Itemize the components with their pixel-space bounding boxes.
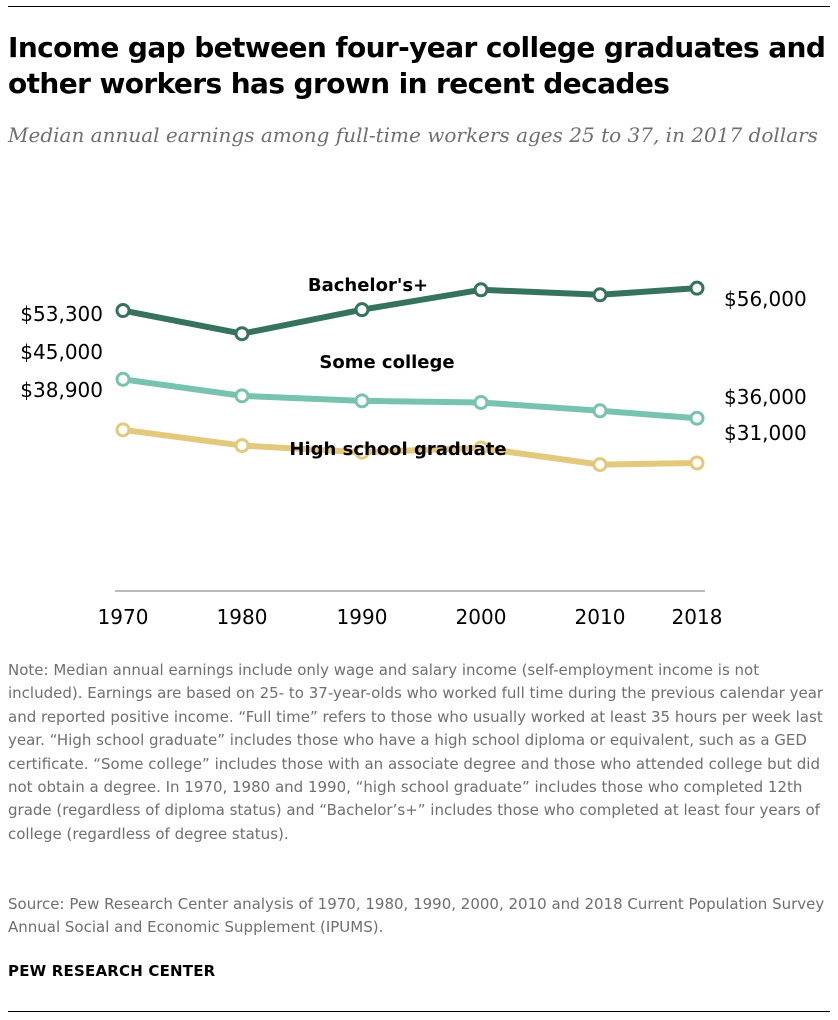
data-point-bachelors xyxy=(592,287,608,303)
x-tick-label: 2018 xyxy=(672,605,723,629)
data-point-high-school xyxy=(473,440,489,456)
data-point-bachelors xyxy=(115,303,131,319)
start-value-label: $38,900 xyxy=(20,378,103,402)
data-point-bachelors xyxy=(354,302,370,318)
data-point-bachelors xyxy=(689,280,705,296)
line-chart: 1970 1980 1990 2000 2010 2018 Bachelor's+ $53,… xyxy=(20,275,807,629)
bottom-rule xyxy=(8,1011,830,1012)
data-point-high-school xyxy=(689,455,705,471)
data-point-high-school xyxy=(115,422,131,438)
x-tick-label: 1980 xyxy=(217,605,268,629)
start-value-label: $53,300 xyxy=(20,302,103,326)
x-tick-label: 1970 xyxy=(98,605,149,629)
data-point-some-college xyxy=(354,393,370,409)
x-tick-label: 1990 xyxy=(337,605,388,629)
end-value-label: $36,000 xyxy=(724,385,807,409)
data-point-high-school xyxy=(234,438,250,454)
data-point-some-college xyxy=(689,410,705,426)
brand-logo-text: PEW RESEARCH CENTER xyxy=(8,962,216,980)
data-point-high-school xyxy=(354,444,370,460)
series-name-label: Some college xyxy=(319,352,454,373)
top-rule xyxy=(8,6,830,7)
series-name-label: High school graduate xyxy=(289,439,506,460)
data-point-some-college xyxy=(115,371,131,387)
data-point-some-college xyxy=(473,394,489,410)
start-value-label: $45,000 xyxy=(20,340,103,364)
data-point-bachelors xyxy=(473,282,489,298)
data-point-some-college xyxy=(592,403,608,419)
data-point-high-school xyxy=(592,457,608,473)
end-value-label: $56,000 xyxy=(724,287,807,311)
data-point-bachelors xyxy=(234,326,250,342)
chart-title: Income gap between four-year college gra… xyxy=(8,31,826,100)
x-tick-label: 2010 xyxy=(575,605,626,629)
series-line-high-school xyxy=(120,426,700,468)
data-point-some-college xyxy=(234,388,250,404)
chart-source: Source: Pew Research Center analysis of … xyxy=(8,895,825,937)
series-line-some-college xyxy=(120,376,700,422)
chart-note: Note: Median annual earnings include onl… xyxy=(8,661,824,843)
chart-subtitle: Median annual earnings among full-time w… xyxy=(8,123,818,147)
series-name-label: Bachelor's+ xyxy=(308,275,428,296)
end-value-label: $31,000 xyxy=(724,421,807,445)
x-tick-label: 2000 xyxy=(456,605,507,629)
series-line-bachelors xyxy=(120,285,700,337)
